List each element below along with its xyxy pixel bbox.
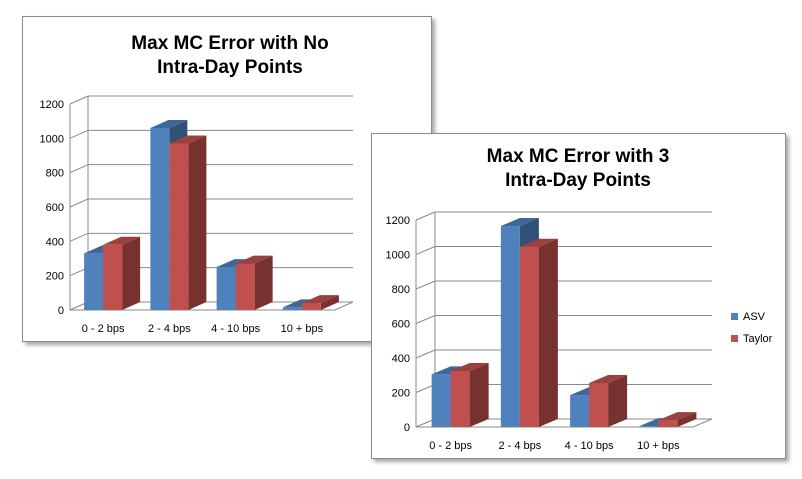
- chart-panel-3-intraday: Max MC Error with 3 Intra-Day Points 0 200 4…: [371, 133, 786, 459]
- y-tick-label: 0: [404, 422, 410, 434]
- x-tick-label: 0 - 2 bps: [429, 440, 472, 452]
- bar-series-1: [235, 255, 273, 310]
- gridline-connector: [415, 315, 436, 324]
- x-tick-label: 10 + bps: [281, 323, 324, 335]
- y-tick-label: 1200: [386, 215, 410, 227]
- y-tick-label: 1000: [386, 250, 410, 262]
- chart-title-line: Intra-Day Points: [157, 57, 303, 78]
- bar-taylor: [658, 412, 697, 427]
- bar-series-1: [169, 135, 207, 310]
- x-tick-label: 4 - 10 bps: [565, 440, 614, 452]
- chart-no-intraday: Max MC Error with No Intra-Day Points 0 200…: [40, 33, 354, 335]
- legend-label: Taylor: [743, 333, 773, 345]
- legend-swatch: [731, 335, 738, 342]
- y-tick-label: 600: [46, 202, 64, 214]
- gridline-connector: [415, 246, 436, 255]
- x-tick-label: 0 - 2 bps: [82, 323, 125, 335]
- x-tick-label: 4 - 10 bps: [211, 323, 260, 335]
- y-tick-label: 0: [58, 305, 64, 317]
- chart-panel-no-intraday: Max MC Error with No Intra-Day Points 0 200…: [22, 16, 432, 342]
- y-tick-label: 1200: [40, 99, 64, 111]
- bar-taylor: [589, 375, 628, 427]
- y-tick-label: 400: [392, 353, 410, 365]
- x-tick-label: 10 + bps: [637, 440, 680, 452]
- bar-series-1: [301, 295, 339, 310]
- y-tick-label: 200: [392, 388, 410, 400]
- legend-label: ASV: [743, 311, 766, 323]
- chart-3-intraday: Max MC Error with 3 Intra-Day Points 0 200 4…: [386, 146, 773, 452]
- y-tick-label: 800: [46, 168, 64, 180]
- x-tick-label: 2 - 4 bps: [498, 440, 541, 452]
- chart-title-line: Intra-Day Points: [505, 170, 651, 191]
- legend-swatch: [731, 313, 738, 320]
- bar-series-1: [103, 236, 141, 310]
- gridline-connector: [69, 164, 89, 174]
- chart-title-line: Max MC Error with No: [131, 33, 328, 54]
- y-tick-label: 800: [392, 284, 410, 296]
- gridline-connector: [415, 349, 436, 359]
- chart-title-line: Max MC Error with 3: [487, 146, 670, 167]
- gridline-connector: [415, 211, 436, 221]
- y-tick-label: 200: [46, 271, 64, 283]
- gridline-connector: [69, 129, 89, 139]
- gridline-connector: [69, 198, 89, 208]
- gridline-connector: [69, 95, 89, 105]
- gridline-connector: [69, 232, 89, 242]
- gridline-connector: [415, 280, 436, 290]
- y-tick-label: 400: [46, 236, 64, 248]
- y-tick-label: 600: [392, 319, 410, 331]
- y-tick-label: 1000: [40, 133, 64, 145]
- x-tick-label: 2 - 4 bps: [148, 323, 191, 335]
- bar-taylor: [519, 238, 558, 427]
- bar-taylor: [450, 362, 489, 427]
